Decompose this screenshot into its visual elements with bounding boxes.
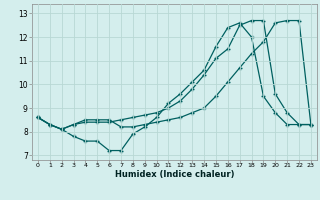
X-axis label: Humidex (Indice chaleur): Humidex (Indice chaleur) bbox=[115, 170, 234, 179]
